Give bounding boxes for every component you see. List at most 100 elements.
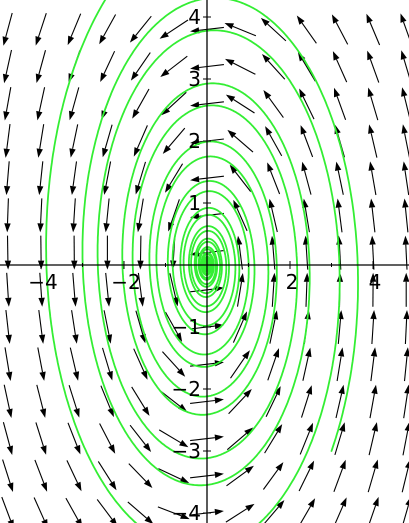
field-arrow-7-9 (229, 164, 252, 192)
field-arrow-4-9 (135, 161, 147, 195)
field-arrow-4-0 (127, 501, 153, 523)
field-arrow-3-2 (99, 423, 116, 454)
field-arrow-10-4 (336, 347, 345, 382)
field-arrow-6-3 (190, 397, 224, 404)
field-arrow-4-13 (129, 15, 152, 43)
field-arrow-0-0 (1, 496, 14, 523)
field-arrow-11-9 (368, 161, 377, 196)
field-arrow-8-0 (264, 500, 285, 523)
field-arrow-12-12 (400, 50, 409, 78)
field-arrow-2-10 (69, 124, 79, 158)
field-arrow-0-9 (4, 161, 11, 196)
field-arrow-5-11 (161, 91, 187, 116)
field-arrow-0-12 (2, 49, 13, 84)
field-arrow-2-4 (69, 347, 80, 381)
field-arrow-9-6 (303, 272, 311, 307)
field-arrow-8-13 (260, 17, 287, 42)
field-arrow-10-12 (332, 51, 348, 83)
field-arrow-5-5 (165, 311, 183, 342)
field-arrow-11-10 (368, 124, 378, 158)
field-arrow-12-6 (403, 272, 409, 307)
field-arrow-7-10 (227, 129, 254, 153)
field-arrow-1-12 (35, 50, 47, 83)
field-arrow-10-1 (333, 459, 346, 492)
field-arrow-8-4 (267, 348, 279, 381)
field-arrow-6-2 (190, 434, 224, 442)
field-arrow-8-12 (262, 54, 286, 80)
field-arrow-4-12 (130, 52, 151, 81)
field-arrow-4-8 (136, 198, 144, 233)
field-arrow-4-6 (137, 272, 145, 307)
field-arrow-4-10 (133, 125, 148, 157)
field-arrow-1-5 (38, 310, 46, 344)
y-tick-label-3: −1 (172, 315, 201, 339)
x-tick-label-2: 2 (286, 270, 299, 294)
field-arrow-8-2 (264, 424, 283, 454)
field-arrow-11-4 (370, 347, 378, 382)
field-arrow-9-12 (297, 52, 316, 82)
field-arrow-9-1 (298, 460, 315, 492)
field-arrow-12-4 (403, 347, 409, 382)
field-arrow-5-2 (158, 429, 189, 448)
field-arrow-0-3 (3, 384, 13, 418)
field-arrow-10-9 (335, 161, 344, 195)
field-arrow-3-9 (102, 161, 112, 195)
field-arrow-5-3 (160, 390, 188, 412)
field-arrow-5-4 (161, 351, 186, 377)
field-arrow-12-0 (402, 499, 409, 523)
field-arrow-1-10 (36, 124, 45, 158)
field-arrow-2-0 (65, 497, 82, 523)
field-arrow-2-13 (67, 13, 82, 46)
field-arrow-1-3 (36, 384, 47, 418)
field-arrow-12-8 (402, 198, 409, 233)
field-arrow-0-2 (2, 422, 13, 455)
field-arrow-1-0 (33, 497, 48, 523)
field-arrow-3-8 (103, 198, 110, 233)
field-arrow-10-13 (331, 14, 349, 45)
field-arrow-12-5 (403, 310, 409, 345)
field-arrow-11-1 (367, 459, 379, 493)
field-arrow-4-2 (129, 424, 152, 452)
field-arrow-7-12 (225, 58, 256, 75)
field-arrow-12-2 (402, 422, 409, 456)
field-arrow-9-11 (299, 88, 315, 120)
field-arrow-0-1 (2, 459, 14, 492)
field-arrow-10-0 (334, 497, 347, 523)
y-tick-label-5: 2 (188, 129, 201, 153)
field-arrow-2-1 (66, 460, 82, 492)
field-arrow-8-6 (270, 272, 278, 307)
field-arrow-1-1 (34, 459, 48, 492)
x-tick-label-0: −4 (28, 270, 57, 294)
field-arrow-4-3 (131, 386, 150, 416)
field-arrow-3-10 (102, 124, 113, 158)
trajectory-1 (81, 0, 359, 487)
field-arrow-7-4 (230, 350, 250, 379)
x-tick-label-3: 4 (369, 270, 382, 294)
field-arrow-8-9 (267, 162, 281, 195)
field-arrow-7-2 (226, 427, 254, 451)
field-arrow-10-8 (335, 198, 343, 233)
field-arrow-3-0 (96, 499, 117, 523)
field-arrow-9-10 (300, 125, 314, 158)
field-arrow-2-6 (71, 272, 78, 307)
y-tick-label-1: −3 (172, 439, 201, 463)
field-arrow-1-6 (38, 272, 45, 307)
field-arrow-1-9 (37, 161, 44, 196)
field-arrow-11-8 (368, 198, 376, 233)
field-arrow-8-11 (263, 90, 284, 118)
field-arrow-9-3 (300, 385, 313, 418)
field-arrow-2-11 (69, 87, 80, 121)
field-arrow-11-13 (366, 13, 381, 46)
field-arrow-3-6 (105, 272, 112, 307)
field-arrow-9-2 (299, 422, 313, 455)
field-arrow-7-5 (232, 311, 247, 343)
field-arrow-11-3 (369, 384, 378, 419)
field-arrow-9-0 (300, 498, 316, 523)
field-arrow-1-4 (37, 347, 46, 381)
field-arrow-4-11 (132, 88, 150, 119)
field-arrow-2-2 (67, 422, 81, 455)
y-tick-label-0: −4 (172, 501, 201, 523)
field-arrow-2-5 (71, 310, 79, 344)
field-arrow-4-4 (133, 348, 148, 380)
